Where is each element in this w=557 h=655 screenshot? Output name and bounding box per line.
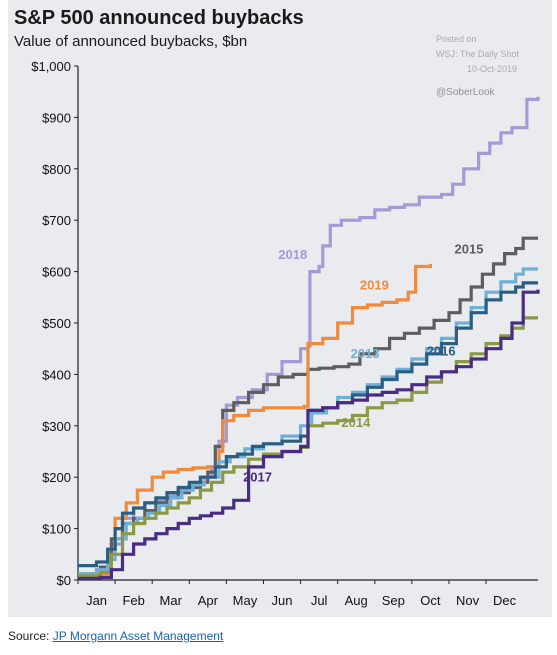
y-tick-label: $0 [57,573,71,588]
x-tick-label: Jan [86,593,107,608]
posted-note-line-2: WSJ: The Daily Shot [436,49,519,59]
x-tick-label: Dec [493,593,517,608]
credit-handle: @SoberLook [436,87,496,98]
series-line-2015 [78,236,538,576]
buybacks-line-chart: S&P 500 announced buybacks Value of anno… [14,7,540,608]
y-tick-label: $100 [42,522,71,537]
plot-area: $0 $100 $200 $300 $400 $500 $600 $700 $800 $900 $1… [31,59,540,608]
series-line-2016 [78,281,538,568]
y-tick-label: $300 [42,419,71,434]
series-label-2016: 2016 [427,343,456,358]
series-label-2017: 2017 [243,469,272,484]
x-tick-label: Aug [345,593,368,608]
y-tick-label: $900 [42,110,71,125]
y-tick-label: $200 [42,470,71,485]
source-link[interactable]: JP Morgann Asset Management [52,629,224,643]
series-line-2019 [78,263,432,579]
y-tick-label: $700 [42,213,71,228]
series-label-2015: 2015 [455,242,484,257]
x-tick-label: Sep [382,593,405,608]
y-tick-label: $1,000 [31,59,71,74]
posted-note-line-1: Posted on [436,34,477,44]
y-tick-label: $400 [42,367,71,382]
y-tick-label: $500 [42,316,71,331]
series-label-2019: 2019 [360,278,389,293]
x-tick-label: Apr [198,593,219,608]
x-tick-label: Oct [420,593,441,608]
y-tick-label: $600 [42,265,71,280]
source-prefix: Source: [8,629,53,643]
x-tick-label: May [233,593,258,608]
chart-subtitle: Value of announced buybacks, $bn [14,33,247,50]
x-tick-label: Jun [272,593,293,608]
source-line: Source: JP Morgann Asset Management [8,629,223,643]
series-label-2013: 2013 [351,346,380,361]
series-label-2018: 2018 [278,247,307,262]
x-tick-label: Nov [456,593,480,608]
series-line-2017 [78,289,540,581]
x-tick-label: Jul [311,593,328,608]
x-tick-label: Mar [160,593,183,608]
posted-note-line-3: 10-Oct-2019 [467,64,517,74]
y-tick-label: $800 [42,162,71,177]
chart-panel: S&P 500 announced buybacks Value of anno… [8,0,552,617]
series-label-2014: 2014 [341,415,371,430]
chart-title: S&P 500 announced buybacks [14,7,304,29]
x-tick-label: Feb [122,593,144,608]
